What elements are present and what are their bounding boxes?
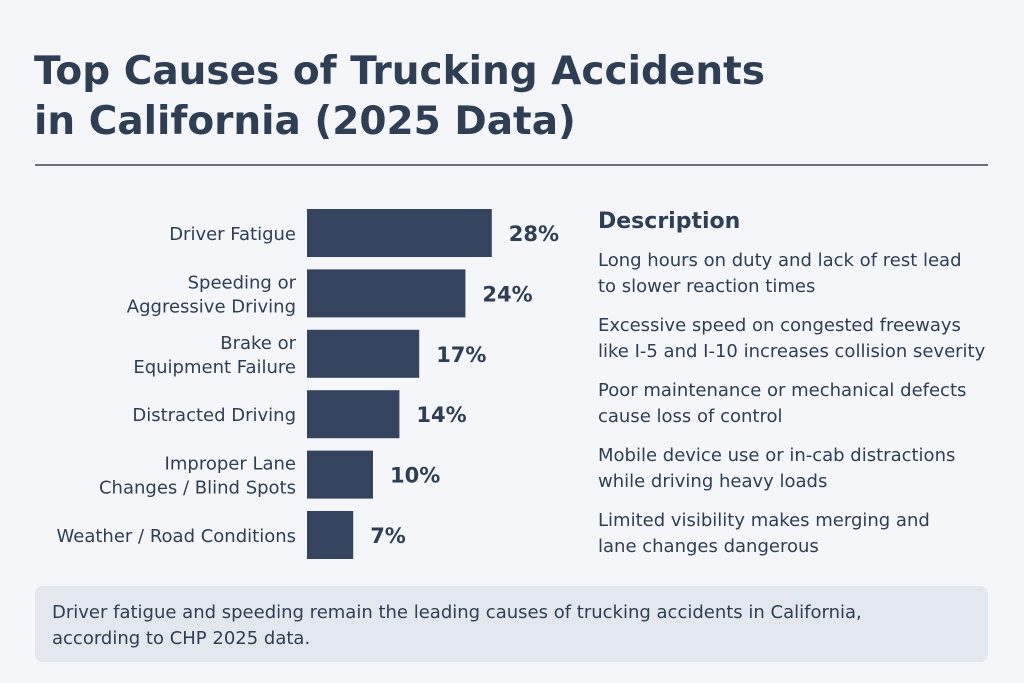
category-label: Driver Fatigue (169, 224, 296, 245)
value-label: 14% (416, 403, 466, 427)
description-item: Limited visibility makes merging and lane… (598, 510, 930, 557)
bar (307, 269, 466, 318)
footnote-box (35, 586, 988, 662)
value-label: 7% (370, 524, 406, 548)
category-label: Speeding or Aggressive Driving (127, 272, 297, 317)
bar (307, 209, 492, 257)
value-label: 28% (509, 222, 559, 246)
value-label: 10% (390, 464, 440, 488)
value-label: 24% (482, 282, 532, 306)
description-item: Mobile device use or in-cab distractions… (598, 445, 955, 492)
footnote: Driver fatigue and speeding remain the l… (52, 602, 862, 649)
bar (307, 329, 420, 378)
description-item: Long hours on duty and lack of rest lead… (598, 250, 962, 297)
description-item: Excessive speed on congested freeways lik… (598, 315, 986, 362)
bar (307, 450, 373, 499)
category-label: Brake or Equipment Failure (133, 333, 296, 378)
title: Top Causes of Trucking Accidents in Calif… (34, 49, 765, 144)
category-label: Improper Lane Changes / Blind Spots (99, 454, 296, 499)
bar (307, 511, 354, 559)
bar (307, 390, 400, 439)
value-label: 17% (436, 343, 486, 367)
description-item: Poor maintenance or mechanical defects ca… (598, 380, 966, 427)
description-heading: Description (598, 209, 740, 234)
category-label: Distracted Driving (132, 405, 296, 426)
category-label: Weather / Road Conditions (57, 526, 296, 547)
